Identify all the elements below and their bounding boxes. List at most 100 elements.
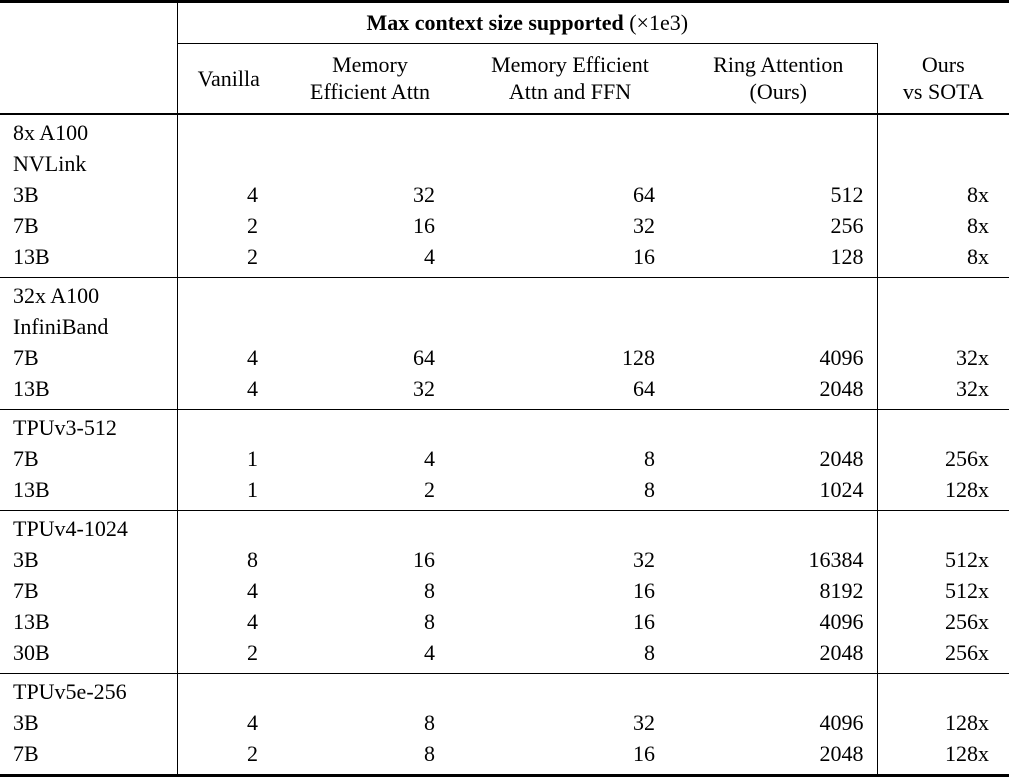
value-cell: 4 [247,609,258,634]
empty-cell [460,114,680,149]
empty-cell [460,672,680,708]
value-cell: 2048 [680,443,878,475]
ratio-cell: 512x [945,547,990,572]
ratio-cell: 8x [967,182,990,207]
empty-cell [280,672,460,708]
value-cell: 2 [247,244,258,269]
header-stub-cell [0,1,178,44]
col-header-ring-attention-ours: Ring Attention (Ours) [680,43,878,115]
empty-cell [680,276,878,312]
ratio-cell: 128x [945,741,990,766]
span-header-title: Max context size supported [366,10,624,35]
empty-cell [680,311,878,343]
value-cell: 2048 [680,738,878,775]
ratio-cell: 8x [967,244,990,269]
value-cell: 128 [622,345,655,370]
col-header-memory-efficient-attn-and-ffn: Memory Efficient Attn and FFN [460,43,680,115]
empty-cell [877,114,1009,149]
table-row: 13B 4 32 64 2048 32x [0,373,1009,409]
table-row: 7B 2 8 16 2048 128x [0,738,1009,775]
model-size-cell: 13B [0,474,178,510]
empty-cell [877,149,1009,180]
value-cell: 16 [633,741,655,766]
value-cell: 4096 [680,606,878,638]
value-cell: 2 [247,213,258,238]
col-header-memory-efficient-attn: Memory Efficient Attn [280,43,460,115]
empty-cell [877,509,1009,545]
value-cell: 4096 [680,342,878,374]
empty-cell [280,509,460,545]
model-size-cell: 7B [0,342,178,374]
ratio-cell: 512x [945,578,990,603]
value-cell: 16 [633,609,655,634]
value-cell: 4 [247,710,258,735]
value-cell: 4 [247,578,258,603]
value-cell: 32 [413,376,435,401]
column-header-row: Vanilla Memory Efficient Attn Memory Effi… [0,43,1009,115]
ratio-cell: 32x [956,376,990,401]
ratio-cell: 256x [945,446,990,471]
value-cell: 4 [247,182,258,207]
value-cell: 16384 [680,544,878,576]
value-cell: 16 [413,547,435,572]
table-row: 30B 2 4 8 2048 256x [0,637,1009,673]
empty-cell [280,114,460,149]
value-cell: 8 [644,640,655,665]
ratio-cell: 128x [945,477,990,502]
group-label-row: 8x A100 [0,113,1009,149]
value-cell: 512 [680,179,878,211]
span-header: Max context size supported (×1e3) [177,1,878,44]
value-cell: 32 [633,213,655,238]
ratio-cell: 256x [945,609,990,634]
group-label-cell: TPUv5e-256 [0,672,178,708]
group-label-cell: 8x A100 [0,113,178,149]
model-size-cell: 13B [0,241,178,277]
value-cell: 8 [424,710,435,735]
value-cell: 2048 [680,373,878,409]
model-size-cell: 13B [0,373,178,409]
empty-cell [680,408,878,444]
model-size-cell: 3B [0,179,178,211]
group-label-row: TPUv3-512 [0,408,1009,444]
table-row: 7B 2 16 32 256 8x [0,210,1009,242]
value-cell: 1 [247,446,258,471]
value-cell: 8 [424,741,435,766]
value-cell: 8 [644,446,655,471]
value-cell: 32 [633,547,655,572]
empty-cell [177,149,280,180]
value-cell: 256 [680,210,878,242]
value-cell: 2 [247,640,258,665]
value-cell: 8 [424,578,435,603]
value-cell: 4 [424,446,435,471]
ratio-cell: 8x [967,213,990,238]
empty-cell [280,149,460,180]
value-cell: 4 [424,640,435,665]
empty-cell [877,312,1009,343]
value-cell: 64 [413,345,435,370]
value-cell: 1 [247,477,258,502]
group-label-row: InfiniBand [0,311,1009,343]
value-cell: 4096 [680,707,878,739]
empty-cell [680,148,878,180]
value-cell: 8192 [680,575,878,607]
model-size-cell: 7B [0,575,178,607]
group-label-cell: TPUv3-512 [0,408,178,444]
value-cell: 8 [644,477,655,502]
empty-cell [877,672,1009,708]
group-label-cell: InfiniBand [0,311,178,343]
group-label-cell: NVLink [0,148,178,180]
value-cell: 4 [424,244,435,269]
span-header-units: (×1e3) [629,10,689,35]
value-cell: 8 [247,547,258,572]
empty-cell [460,312,680,343]
model-size-cell: 30B [0,637,178,673]
table-row: 13B 1 2 8 1024 128x [0,474,1009,510]
empty-cell [460,149,680,180]
value-cell: 8 [424,609,435,634]
empty-cell [460,509,680,545]
empty-cell [680,509,878,545]
empty-cell [177,672,280,708]
table-row: 3B 8 16 32 16384 512x [0,544,1009,576]
value-cell: 64 [633,182,655,207]
table-row: 7B 1 4 8 2048 256x [0,443,1009,475]
